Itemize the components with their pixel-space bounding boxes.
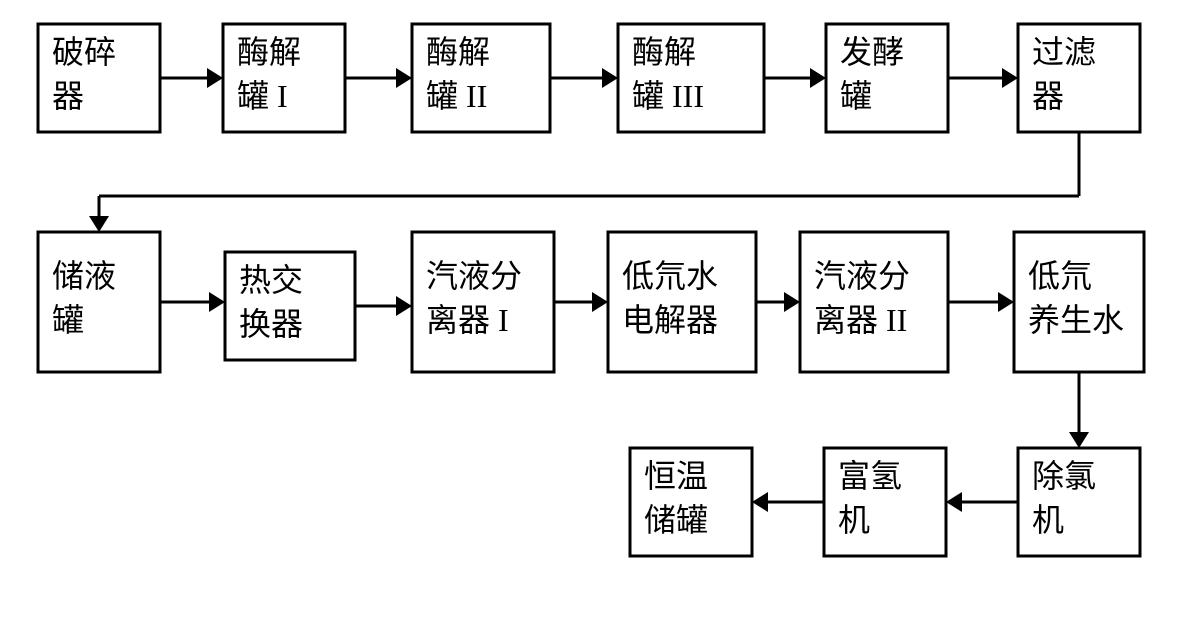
flow-node-label: 低氘: [1028, 258, 1092, 294]
flow-node-label: 换器: [239, 306, 303, 342]
flow-node-n8: 热交换器: [225, 252, 355, 360]
flow-node-label: 罐 I: [237, 78, 288, 114]
flow-node-label: 汽液分: [426, 258, 522, 294]
flow-node-label: 恒温: [644, 458, 708, 494]
flow-node-label: 器: [52, 78, 84, 114]
flow-node-label: 热交: [239, 262, 303, 298]
flow-node-n6: 过滤器: [1018, 24, 1140, 132]
arrow-head-icon: [396, 68, 412, 88]
flowchart-canvas: 破碎器酶解罐 I酶解罐 II酶解罐 III发酵罐过滤器储液罐热交换器汽液分离器 …: [0, 0, 1198, 617]
arrow-head-icon: [810, 68, 826, 88]
flow-node-label: 离器 I: [426, 302, 509, 338]
flow-edge: [550, 68, 618, 88]
flow-node-n14: 富氢机: [824, 448, 946, 556]
flow-node-label: 储罐: [644, 502, 708, 538]
flow-node-label: 器: [1032, 78, 1064, 114]
flow-node-n9: 汽液分离器 I: [412, 232, 554, 372]
flow-edge: [160, 292, 225, 312]
flow-edge: [756, 292, 800, 312]
flow-node-label: 发酵: [840, 34, 904, 70]
flow-node-label: 罐 II: [426, 78, 487, 114]
arrow-head-icon: [592, 292, 608, 312]
flow-edge: [946, 492, 1018, 512]
flow-node-n5: 发酵罐: [826, 24, 948, 132]
nodes-layer: 破碎器酶解罐 I酶解罐 II酶解罐 III发酵罐过滤器储液罐热交换器汽液分离器 …: [38, 24, 1144, 556]
flow-node-n3: 酶解罐 II: [412, 24, 550, 132]
flow-node-n1: 破碎器: [38, 24, 160, 132]
flow-node-label: 富氢: [838, 458, 902, 494]
flow-node-label: 养生水: [1028, 302, 1124, 338]
flow-edge: [355, 296, 412, 316]
flow-edge: [89, 132, 1079, 232]
flow-node-label: 过滤: [1032, 34, 1096, 70]
flow-edge: [948, 292, 1014, 312]
flow-node-label: 储液: [52, 258, 116, 294]
flow-node-n13: 除氯机: [1018, 448, 1140, 556]
flow-node-label: 离器 II: [814, 302, 907, 338]
flow-node-label: 酶解: [426, 34, 490, 70]
flow-edge: [764, 68, 826, 88]
flow-edge: [1069, 372, 1089, 448]
flow-node-label: 除氯: [1032, 458, 1096, 494]
flow-node-label: 罐: [840, 78, 872, 114]
arrow-head-icon: [209, 292, 225, 312]
arrow-head-icon: [207, 68, 223, 88]
flow-node-n12: 低氘养生水: [1014, 232, 1144, 372]
flow-node-label: 机: [838, 502, 870, 538]
flow-node-n7: 储液罐: [38, 232, 160, 372]
arrow-head-icon: [784, 292, 800, 312]
flow-node-n2: 酶解罐 I: [223, 24, 345, 132]
flow-node-label: 酶解: [237, 34, 301, 70]
flow-node-label: 低氘水: [622, 258, 718, 294]
arrow-head-icon: [396, 296, 412, 316]
arrow-head-icon: [752, 492, 768, 512]
flow-node-label: 机: [1032, 502, 1064, 538]
flow-edge: [345, 68, 412, 88]
flow-node-label: 电解器: [622, 302, 718, 338]
flow-edge: [752, 492, 824, 512]
flow-edge: [948, 68, 1018, 88]
arrow-head-icon: [946, 492, 962, 512]
flow-node-label: 酶解: [632, 34, 696, 70]
arrow-head-icon: [89, 216, 109, 232]
flow-edge: [554, 292, 608, 312]
flow-node-n10: 低氘水电解器: [608, 232, 756, 372]
arrow-head-icon: [602, 68, 618, 88]
flow-node-n11: 汽液分离器 II: [800, 232, 948, 372]
flow-node-n15: 恒温储罐: [630, 448, 752, 556]
arrow-head-icon: [998, 292, 1014, 312]
flow-node-label: 汽液分: [814, 258, 910, 294]
arrow-head-icon: [1002, 68, 1018, 88]
flow-edge: [160, 68, 223, 88]
flow-node-label: 破碎: [52, 34, 116, 70]
flow-node-label: 罐: [52, 302, 84, 338]
arrow-head-icon: [1069, 432, 1089, 448]
flow-node-n4: 酶解罐 III: [618, 24, 764, 132]
flow-node-label: 罐 III: [632, 78, 704, 114]
